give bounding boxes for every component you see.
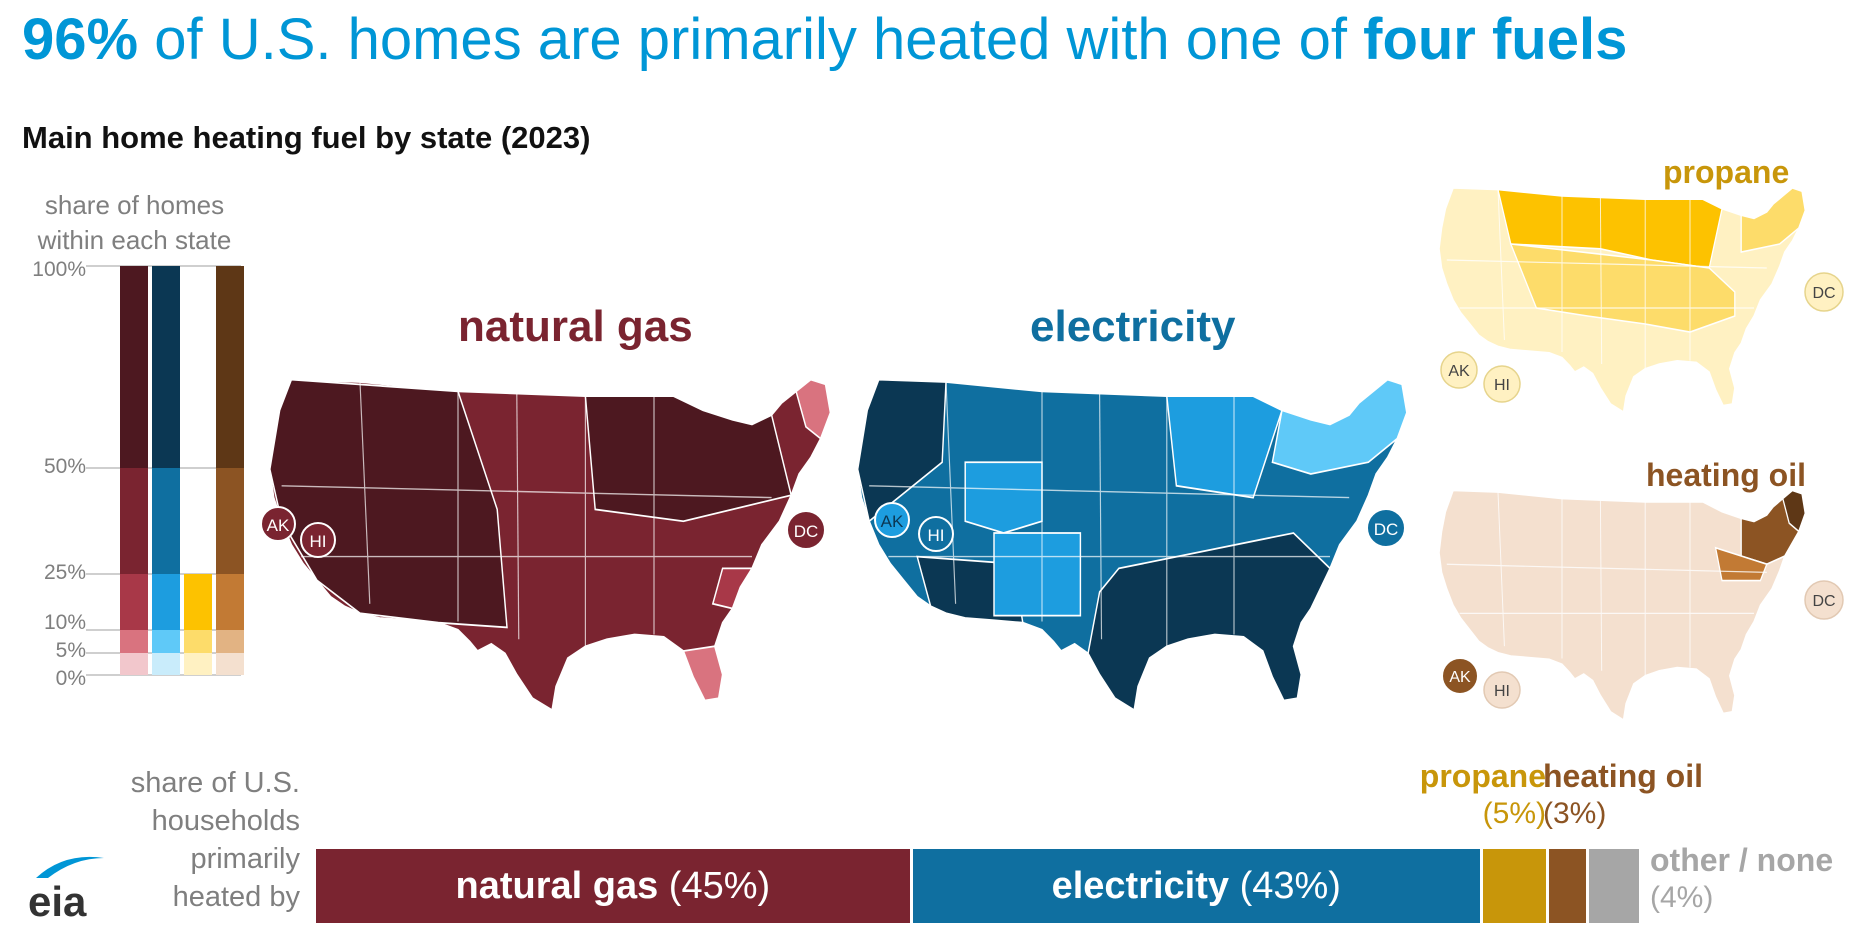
bottom-label-line-4: heated by xyxy=(172,881,300,913)
bottom-label-line-2: households xyxy=(151,805,300,837)
natural-gas-map-title: natural gas xyxy=(458,302,693,351)
propane-ak-marker xyxy=(1440,351,1478,389)
natural-gas-dc-marker xyxy=(786,510,826,550)
legend-title-line-2: within each state xyxy=(37,225,232,255)
natural-gas-segment-name: natural gas xyxy=(455,865,659,907)
electricity-ak-label: AK xyxy=(881,512,904,531)
heating-oil-ak-marker xyxy=(1441,657,1479,695)
headline-middle: of U.S. homes are primarily heated with … xyxy=(138,7,1364,72)
legend-propane-column xyxy=(184,574,212,675)
heating-oil-dc-label: DC xyxy=(1812,593,1835,610)
bottom-bar-label: share of U.S. households primarily heate… xyxy=(60,764,300,916)
natural-gas-ak-marker xyxy=(260,506,296,542)
propane-callout-pct: (5%) xyxy=(1482,797,1546,830)
heating-oil-hi-marker xyxy=(1483,671,1521,709)
heating-oil-map: AK HI DC xyxy=(1438,489,1844,721)
eia-logo-text: eia xyxy=(28,878,87,925)
legend-title-line-1: share of homes xyxy=(44,190,225,220)
electricity-south xyxy=(1087,532,1331,712)
legend-title: share of homes within each state xyxy=(22,188,247,258)
legend-tick-5: 5% xyxy=(55,639,86,662)
propane-hi-marker xyxy=(1483,365,1521,403)
legend-tick-0: 0% xyxy=(55,667,86,690)
propane-dc-label: DC xyxy=(1812,285,1835,302)
heating-oil-map-title: heating oil xyxy=(1646,457,1806,493)
natural-gas-map: AK HI DC xyxy=(260,378,832,711)
heating-oil-callout-name: heating oil xyxy=(1543,758,1703,794)
legend-tick-10: 10% xyxy=(43,611,86,634)
propane-callout: propane (5%) xyxy=(1390,757,1546,833)
legend-tick-25: 25% xyxy=(43,561,86,584)
electricity-map: AK HI DC xyxy=(856,378,1408,712)
natural-gas-west-region xyxy=(269,378,508,629)
other-callout-pct: (4%) xyxy=(1650,881,1714,914)
propane-map: AK HI DC xyxy=(1438,187,1844,413)
household-share-bar xyxy=(316,849,1642,923)
heating-oil-maine xyxy=(1782,489,1806,533)
propane-callout-name: propane xyxy=(1419,758,1546,794)
legend-heating-oil-column xyxy=(216,266,244,675)
natural-gas-hi-marker xyxy=(300,522,336,558)
headline-end: four fuels xyxy=(1363,7,1628,72)
natural-gas-dc-label: DC xyxy=(794,522,819,541)
propane-segment xyxy=(1482,849,1547,923)
electricity-ak-marker xyxy=(874,502,910,538)
electricity-northeast xyxy=(1271,378,1408,475)
electricity-hi-label: HI xyxy=(928,526,945,545)
heating-oil-segment xyxy=(1549,849,1586,923)
bottom-label-line-3: primarily xyxy=(190,843,300,875)
propane-northern-plains xyxy=(1497,188,1723,269)
natural-gas-maine xyxy=(795,378,832,440)
eia-logo-swoosh xyxy=(36,856,104,878)
natural-gas-carolinas xyxy=(711,567,754,610)
natural-gas-segment xyxy=(316,849,910,923)
eia-logo: eia xyxy=(28,856,104,926)
electricity-segment-pct: (43%) xyxy=(1229,865,1341,907)
electricity-map-title: electricity xyxy=(1030,302,1236,351)
heating-oil-hi-label: HI xyxy=(1494,683,1510,700)
electricity-segment-name: electricity xyxy=(1051,865,1230,907)
electricity-dc-marker xyxy=(1366,508,1406,548)
legend-natural-gas-column xyxy=(120,266,148,675)
heating-oil-dc-marker xyxy=(1804,580,1844,620)
chart-subtitle: Main home heating fuel by state (2023) xyxy=(22,120,591,155)
propane-ak-label: AK xyxy=(1448,363,1470,380)
natural-gas-midwest-region xyxy=(584,395,793,523)
electricity-segment xyxy=(912,849,1480,923)
heating-oil-ak-label: AK xyxy=(1449,669,1471,686)
electricity-segment-label: electricity (43%) xyxy=(913,849,1480,923)
headline: 96% of U.S. homes are primarily heated w… xyxy=(22,4,1627,76)
other-callout-name: other / none xyxy=(1650,842,1834,878)
electricity-mountain-region xyxy=(964,461,1043,534)
heating-oil-callout-pct: (3%) xyxy=(1543,797,1607,830)
heating-oil-callout: heating oil (3%) xyxy=(1543,757,1743,833)
electricity-new-mexico xyxy=(993,532,1082,617)
bottom-label-line-1: share of U.S. xyxy=(130,767,300,799)
legend-tick-100: 100% xyxy=(32,258,86,281)
natural-gas-florida xyxy=(682,645,724,702)
propane-map-title: propane xyxy=(1663,154,1790,190)
natural-gas-ak-label: AK xyxy=(267,516,290,535)
electricity-upper-midwest xyxy=(1165,395,1283,499)
electricity-hi-marker xyxy=(918,516,954,552)
electricity-dc-label: DC xyxy=(1374,520,1399,539)
other-callout: other / none (4%) xyxy=(1650,841,1855,917)
natural-gas-segment-pct: (45%) xyxy=(658,865,771,907)
legend-electricity-column xyxy=(152,266,180,675)
natural-gas-segment-label: natural gas (45%) xyxy=(316,849,910,923)
legend-tick-50: 50% xyxy=(43,455,86,478)
propane-dc-marker xyxy=(1804,272,1844,312)
other-segment xyxy=(1588,849,1639,923)
propane-northeast xyxy=(1740,187,1806,253)
natural-gas-hi-label: HI xyxy=(310,532,327,551)
headline-pct: 96% xyxy=(22,7,139,72)
legend-swatches xyxy=(86,265,244,676)
propane-hi-label: HI xyxy=(1494,377,1510,394)
